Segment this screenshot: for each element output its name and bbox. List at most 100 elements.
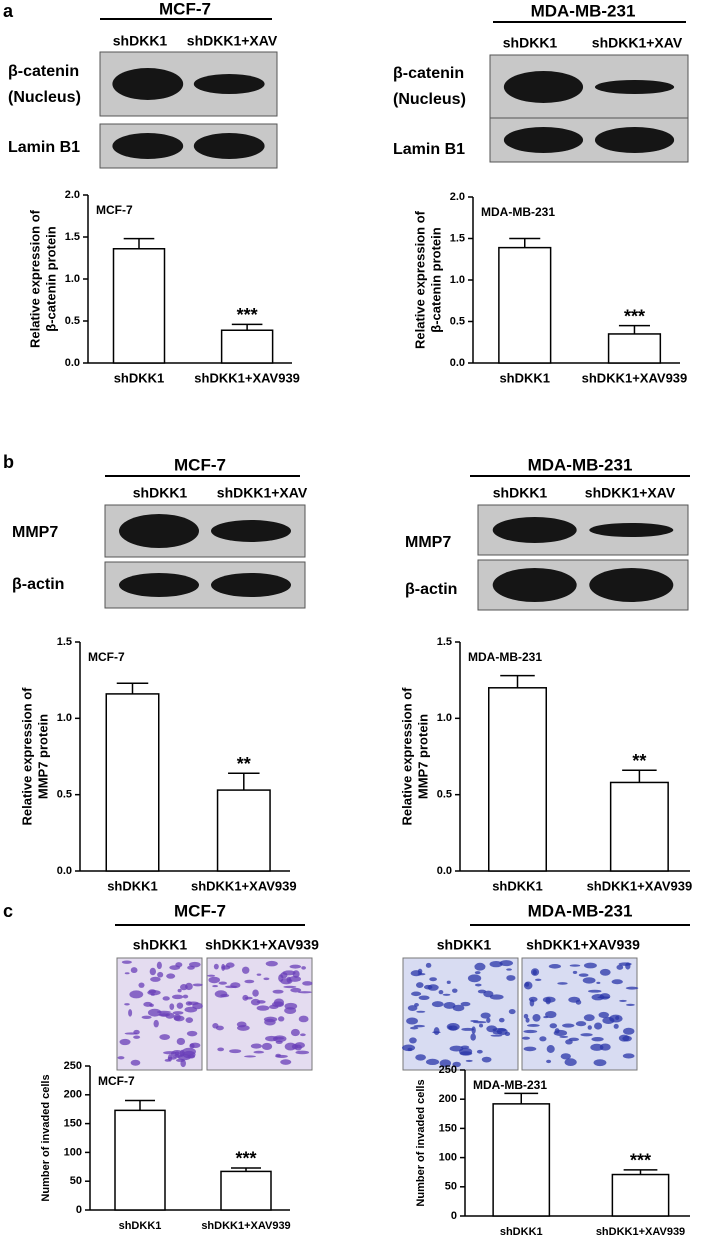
y-axis-label: Relative expression of — [19, 687, 34, 826]
x-tick-label: shDKK1+XAV939 — [194, 370, 300, 385]
panel-label: c — [3, 901, 13, 921]
blot-band — [119, 573, 199, 597]
cell — [508, 1009, 516, 1015]
cell — [185, 1017, 194, 1023]
bar — [105, 693, 160, 872]
cell-line-header: MDA-MB-231 — [528, 901, 633, 920]
cell — [596, 981, 601, 985]
cell — [411, 991, 422, 997]
cell-line-header: MCF-7 — [174, 901, 226, 920]
cell — [162, 996, 170, 1001]
x-tick-label: shDKK1+XAV939 — [582, 370, 688, 385]
chart-title: MDA-MB-231 — [473, 1078, 547, 1092]
cell — [229, 1049, 242, 1054]
cell — [539, 1036, 547, 1042]
cell — [562, 1023, 575, 1028]
cell — [300, 1033, 306, 1037]
cell — [460, 1001, 471, 1007]
x-tick-label: shDKK1+XAV939 — [201, 1220, 290, 1232]
y-tick-label: 0.5 — [65, 315, 80, 327]
y-tick-label: 50 — [70, 1175, 82, 1187]
cell — [401, 1044, 416, 1052]
y-tick-label: 100 — [64, 1146, 82, 1158]
cell — [283, 985, 297, 989]
cell — [527, 1024, 540, 1027]
chart-title: MDA-MB-231 — [481, 205, 555, 219]
y-tick-label: 200 — [439, 1093, 457, 1105]
cell — [289, 964, 302, 969]
panel-label: b — [3, 452, 14, 472]
cell — [124, 1003, 130, 1006]
cell — [119, 1038, 131, 1046]
cell — [416, 1010, 426, 1013]
cell — [189, 1042, 201, 1049]
cell — [474, 962, 486, 971]
y-tick-label: 0.0 — [437, 865, 452, 877]
y-tick-label: 150 — [439, 1122, 457, 1134]
cell — [138, 982, 145, 988]
chart-title: MCF-7 — [88, 650, 125, 664]
lane-label: shDKK1+XAV939 — [526, 937, 640, 953]
cell — [480, 1012, 491, 1019]
cell — [298, 1015, 309, 1023]
row-label: β-actin — [12, 576, 64, 593]
cell — [545, 1010, 557, 1019]
cell — [486, 1025, 498, 1033]
cell — [215, 1025, 224, 1031]
cell — [583, 1014, 595, 1022]
cell — [477, 989, 487, 994]
row-label: β-catenin — [393, 65, 464, 82]
cell — [117, 1056, 125, 1060]
bar — [607, 333, 662, 364]
cell — [244, 996, 253, 1000]
y-tick-label: 1.0 — [65, 273, 80, 285]
lane-label: shDKK1+XAV — [187, 33, 278, 49]
cell — [269, 1004, 279, 1010]
y-tick-label: 1.5 — [57, 636, 72, 648]
cell — [192, 983, 203, 987]
lane-label: shDKK1+XAV — [217, 485, 308, 501]
cell — [164, 1058, 171, 1062]
cell — [489, 994, 504, 1000]
cell — [465, 1059, 473, 1062]
y-tick-label: 0.0 — [450, 357, 465, 369]
y-axis-label: Relative expression of — [412, 210, 427, 349]
cell — [473, 1021, 487, 1024]
cell — [439, 1059, 452, 1068]
cell — [290, 1028, 300, 1037]
cell — [611, 979, 623, 985]
bar — [498, 246, 552, 364]
y-tick-label: 100 — [439, 1152, 457, 1164]
row-label: MMP7 — [12, 524, 58, 541]
cell — [406, 1017, 418, 1025]
cell — [442, 993, 451, 996]
row-label: MMP7 — [405, 534, 451, 551]
blot-band — [193, 133, 265, 159]
cell — [256, 1000, 266, 1004]
cell — [619, 999, 627, 1003]
cell — [506, 975, 516, 981]
cell — [147, 1008, 162, 1017]
cell — [448, 1025, 453, 1030]
y-tick-label: 0.5 — [57, 789, 72, 801]
cell — [159, 1034, 171, 1040]
y-tick-label: 2.0 — [65, 189, 80, 201]
bar — [216, 789, 271, 872]
cell — [467, 974, 482, 983]
chart-title: MCF-7 — [98, 1074, 135, 1088]
cell — [149, 967, 157, 976]
x-tick-label: shDKK1+XAV939 — [191, 878, 297, 893]
cell — [124, 972, 130, 975]
lane-label: shDKK1 — [503, 35, 558, 51]
cell — [175, 962, 183, 968]
cell — [301, 966, 306, 970]
cell — [599, 968, 611, 976]
chart-title: MCF-7 — [96, 203, 133, 217]
cell — [459, 1047, 473, 1056]
cell — [613, 1023, 619, 1029]
cell — [413, 1024, 425, 1028]
cell — [261, 1042, 273, 1050]
cell — [575, 1021, 587, 1027]
cell — [609, 1014, 623, 1023]
cell — [182, 994, 189, 999]
